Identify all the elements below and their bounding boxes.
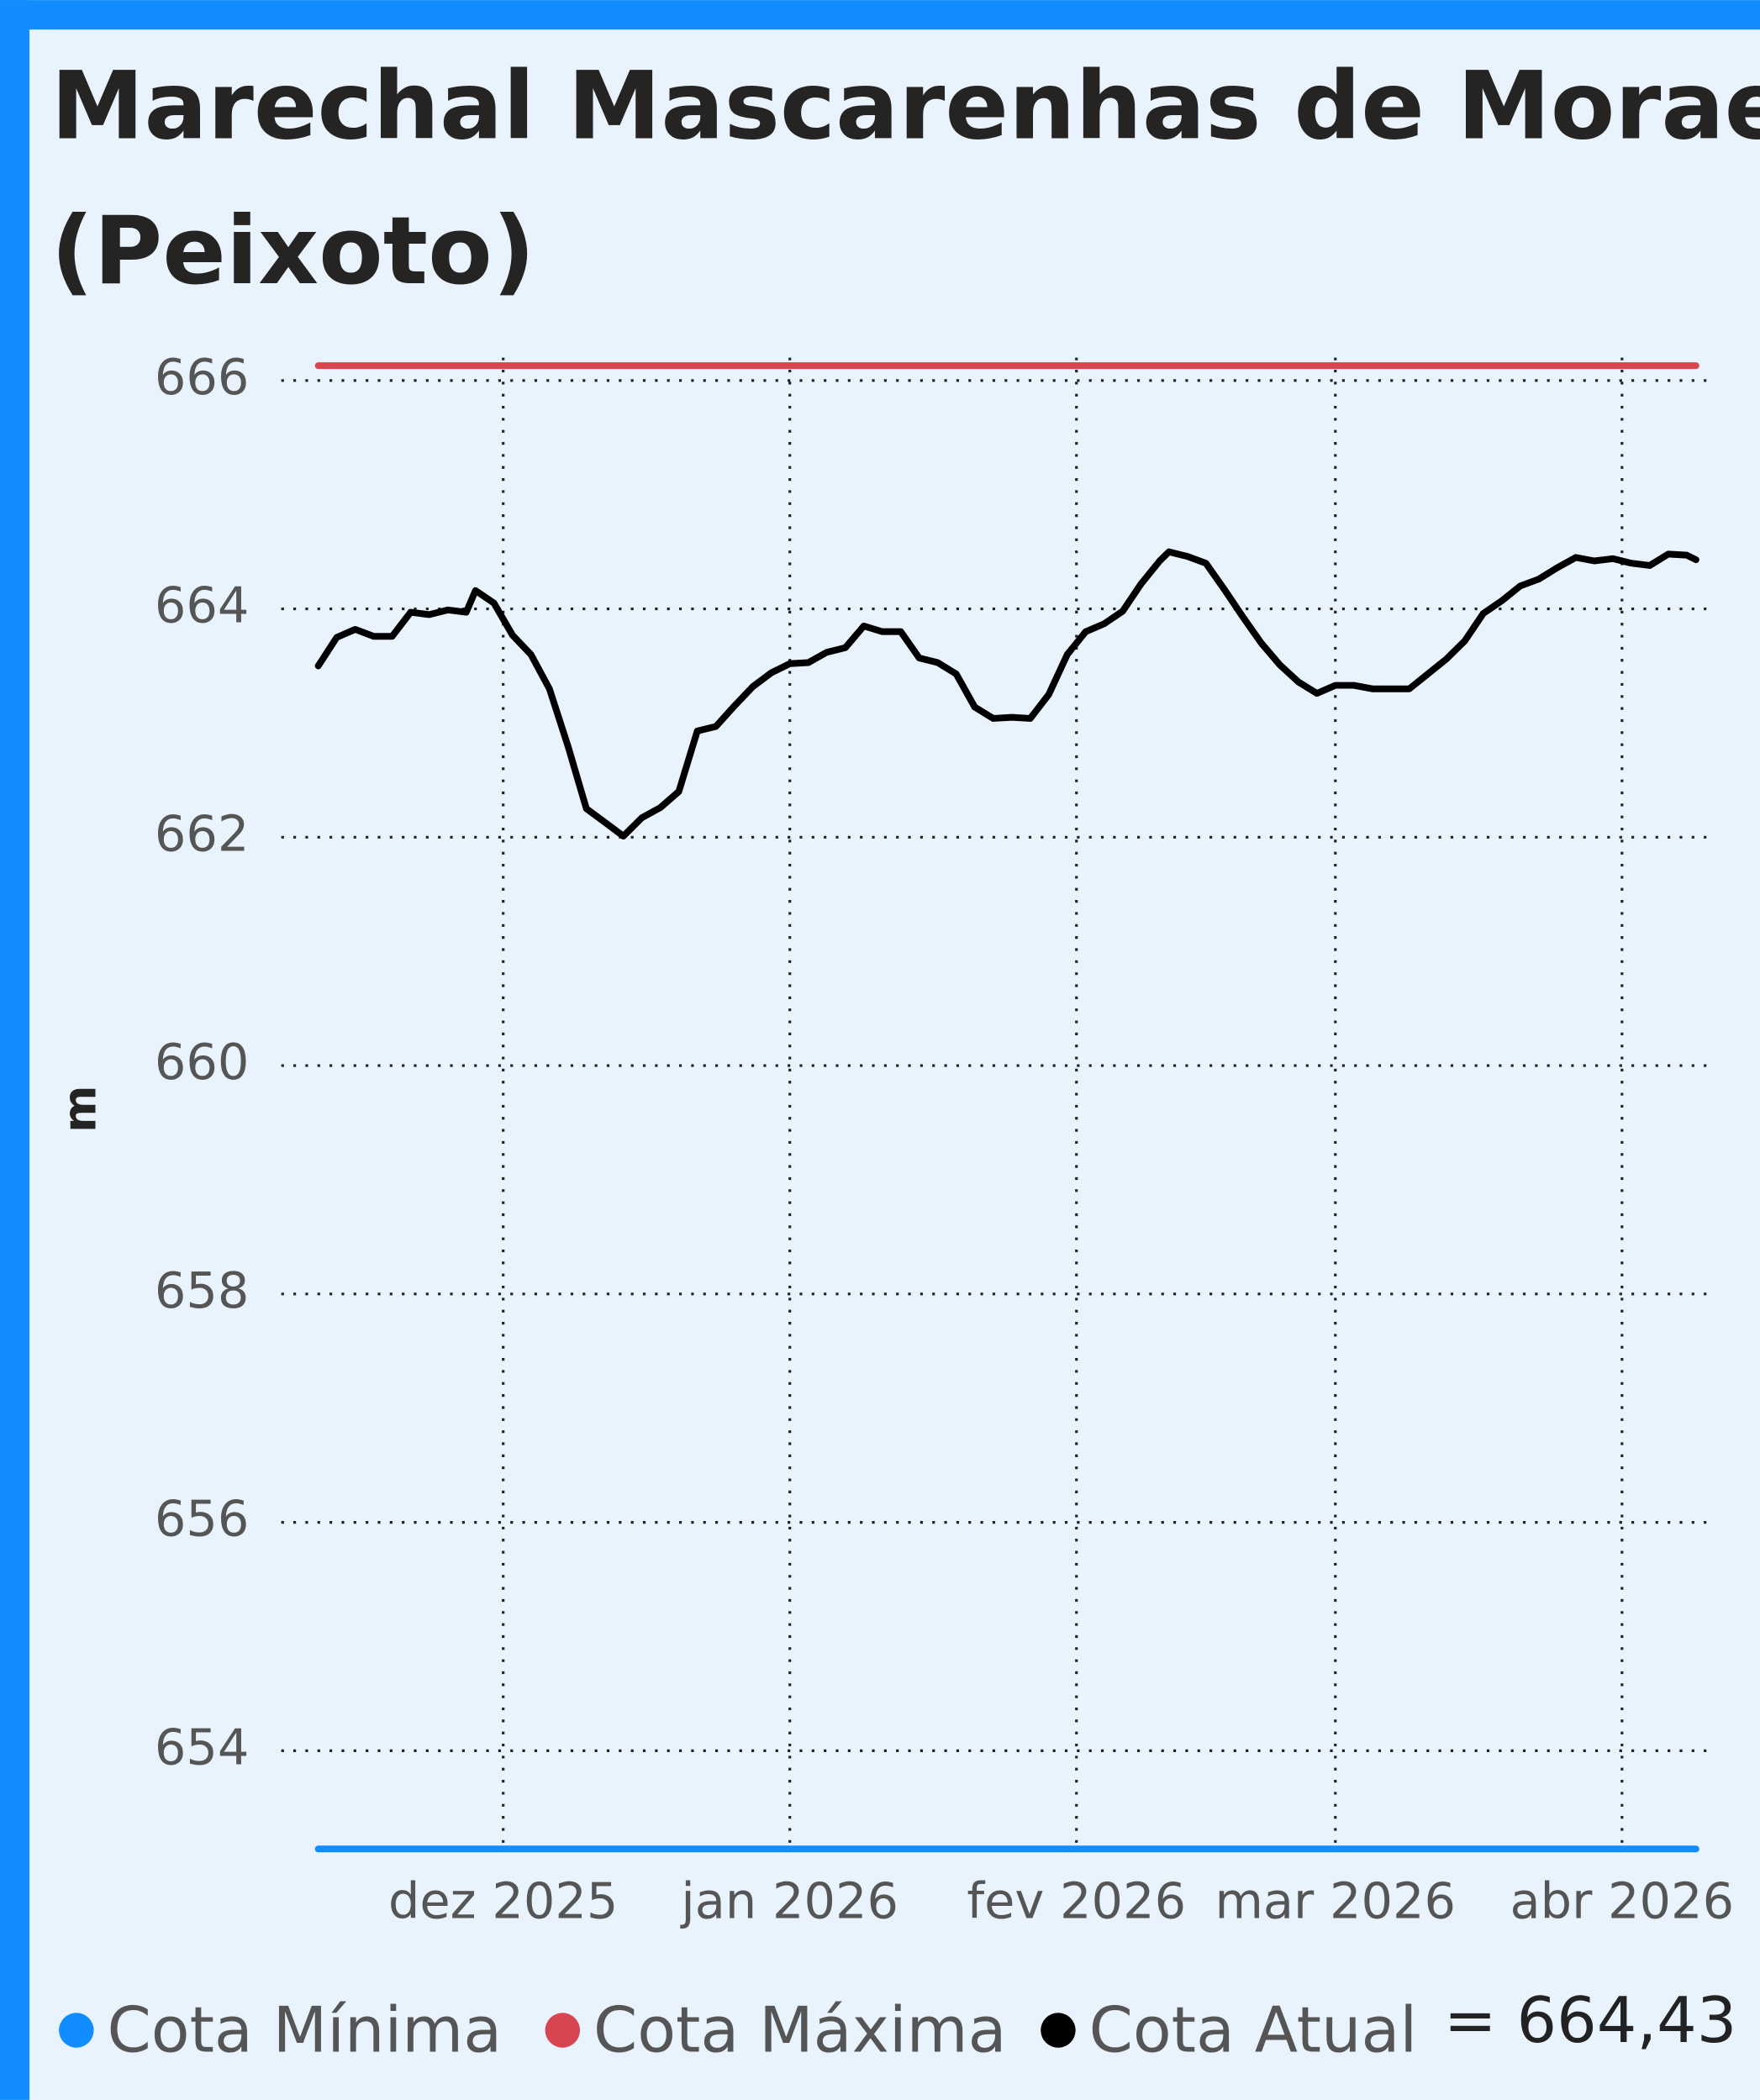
y-tick-label: 666 bbox=[155, 348, 250, 406]
series-line bbox=[314, 548, 1699, 839]
legend-label: Cota Máxima bbox=[593, 1992, 1007, 2066]
y-tick-label: 660 bbox=[155, 1033, 250, 1091]
legend-label: Cota Mínima bbox=[107, 1992, 502, 2066]
legend-note: = 664,43 m bbox=[1444, 1983, 1760, 2057]
x-tick-label: jan 2026 bbox=[679, 1871, 898, 1929]
x-tick-label: fev 2026 bbox=[967, 1871, 1186, 1929]
y-tick-label: 662 bbox=[155, 804, 250, 862]
legend-marker bbox=[545, 2013, 581, 2048]
x-tick-label: mar 2026 bbox=[1215, 1871, 1456, 1929]
legend-label: Cota Atual bbox=[1089, 1992, 1418, 2066]
y-tick-label: 654 bbox=[155, 1718, 250, 1776]
legend-marker bbox=[59, 2013, 94, 2048]
y-tick-label: 664 bbox=[155, 576, 250, 634]
top-border bbox=[0, 0, 1760, 30]
y-tick-label: 656 bbox=[155, 1490, 250, 1548]
left-border bbox=[0, 0, 30, 2100]
x-tick-label: dez 2025 bbox=[388, 1871, 618, 1929]
chart-title: (Peixoto) bbox=[51, 197, 535, 306]
y-axis-label: m bbox=[53, 1085, 106, 1132]
chart-title: Marechal Mascarenhas de Moraes bbox=[51, 52, 1760, 161]
y-tick-label: 658 bbox=[155, 1261, 250, 1319]
x-tick-label: abr 2026 bbox=[1510, 1871, 1735, 1929]
legend-marker bbox=[1041, 2013, 1076, 2048]
